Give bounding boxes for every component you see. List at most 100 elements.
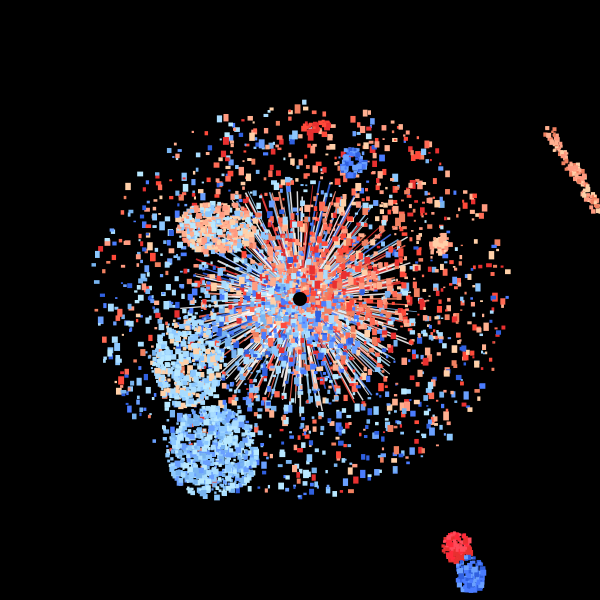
speckle — [151, 345, 154, 348]
speckle — [408, 340, 414, 344]
speckle — [399, 313, 403, 317]
speckle — [245, 173, 252, 182]
speckle — [297, 435, 301, 440]
speckle — [300, 184, 304, 187]
speckle — [258, 282, 261, 285]
cool-cluster — [209, 474, 215, 480]
cool-cluster — [204, 357, 210, 363]
speckle — [139, 412, 142, 417]
cool-cluster — [157, 345, 162, 349]
speckle — [396, 421, 402, 425]
cool-cluster — [151, 370, 155, 373]
speckle — [500, 298, 506, 305]
speckle — [379, 154, 385, 162]
speckle — [464, 274, 469, 279]
cool-cluster — [218, 425, 225, 432]
speckle — [259, 249, 264, 254]
cool-cluster — [247, 430, 250, 433]
speckle — [270, 148, 276, 155]
speckle — [278, 263, 285, 269]
speckle — [371, 262, 374, 265]
speckle — [219, 348, 225, 353]
speckle — [318, 342, 321, 345]
speckle — [191, 179, 196, 186]
cool-cluster — [202, 405, 206, 409]
warm-cluster — [178, 228, 182, 231]
speckle — [349, 383, 354, 387]
speckle — [265, 330, 269, 335]
speckle — [426, 324, 431, 327]
speckle — [260, 326, 265, 332]
speckle — [198, 329, 204, 337]
speckle — [243, 198, 248, 204]
speckle — [284, 380, 289, 384]
speckle — [387, 425, 394, 433]
speckle — [299, 224, 305, 232]
speckle — [210, 312, 217, 320]
speckle — [410, 410, 416, 417]
speckle — [350, 254, 356, 262]
cool-cluster — [183, 404, 188, 409]
speckle — [307, 298, 312, 304]
cool-cluster — [250, 446, 254, 451]
speckle — [339, 250, 344, 257]
speckle — [351, 333, 356, 338]
speckle — [290, 158, 295, 165]
speckle — [413, 399, 420, 405]
speckle — [268, 200, 275, 208]
speckle — [271, 262, 276, 267]
speckle — [120, 371, 124, 375]
cool-cluster — [243, 467, 249, 473]
speckle — [312, 426, 317, 432]
speckle — [413, 219, 416, 222]
cool-cluster — [178, 455, 182, 459]
cool-cluster — [192, 342, 198, 349]
speckle — [203, 264, 209, 269]
cool-cluster — [215, 434, 219, 438]
cool-cluster — [213, 345, 217, 349]
speckle — [421, 330, 427, 334]
speckle — [438, 200, 445, 208]
speckle — [421, 201, 426, 204]
speckle — [384, 421, 391, 428]
speckle — [451, 345, 458, 353]
speckle — [361, 198, 365, 202]
speckle — [432, 376, 437, 381]
cool-cluster — [171, 361, 175, 366]
cool-cluster — [193, 335, 199, 341]
speckle — [377, 329, 383, 334]
speckle — [247, 325, 253, 329]
cool-cluster — [211, 488, 214, 491]
speckle — [138, 366, 142, 370]
speckle — [386, 285, 393, 295]
speckle — [323, 231, 326, 235]
speckle — [263, 152, 269, 156]
cool-cluster — [243, 455, 248, 460]
speckle — [322, 111, 327, 117]
speckle — [258, 304, 263, 311]
speckle — [321, 269, 328, 279]
speckle — [298, 266, 304, 270]
speckle — [234, 127, 240, 132]
cool-cluster — [218, 479, 222, 483]
speckle — [243, 333, 247, 337]
speckle — [257, 414, 262, 419]
cool-cluster — [177, 443, 182, 448]
speckle — [303, 316, 307, 323]
speckle — [286, 328, 290, 333]
speckle — [490, 272, 495, 276]
cool-cluster — [194, 444, 201, 451]
speckle — [360, 469, 366, 479]
speckle — [322, 166, 327, 173]
speckle — [409, 237, 413, 242]
speckle — [394, 310, 401, 315]
speckle — [424, 212, 428, 215]
speckle — [345, 238, 351, 246]
speckle — [469, 193, 475, 200]
speckle — [265, 301, 271, 306]
speckle — [222, 371, 226, 377]
speckle — [250, 301, 255, 308]
speckle — [308, 440, 314, 446]
cool-cluster — [202, 460, 207, 464]
speckle — [183, 226, 187, 229]
